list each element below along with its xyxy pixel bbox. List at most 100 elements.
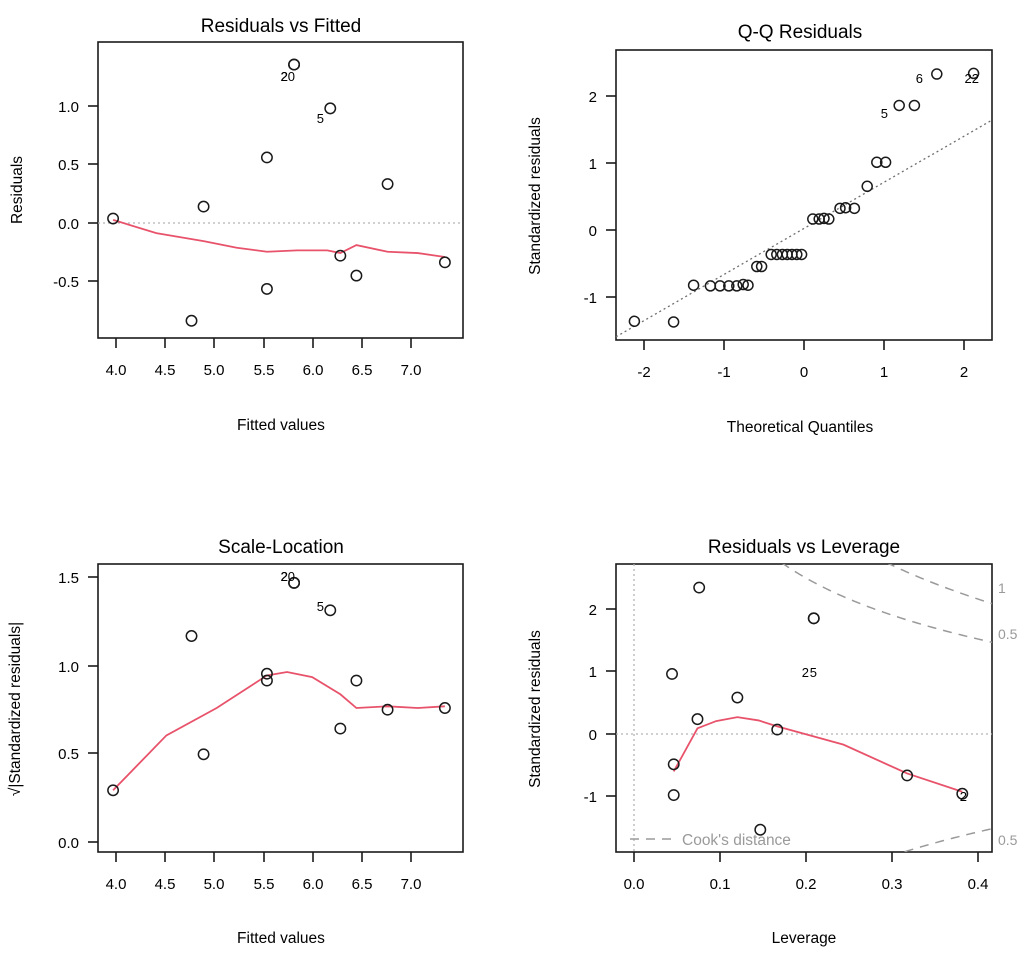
- point-label: 22: [965, 71, 979, 86]
- y-axis-tick-labels: 1.5 1.0 0.5 0.0: [58, 570, 79, 852]
- x-tick-label: 0: [800, 364, 808, 381]
- data-point: [334, 249, 347, 262]
- cook-contour-label: 0.5: [998, 626, 1018, 642]
- panel-title: Scale-Location: [218, 537, 344, 558]
- data-point: [908, 99, 921, 112]
- y-axis-ticks: [606, 608, 616, 797]
- data-point: [765, 248, 777, 261]
- data-point: [334, 722, 347, 735]
- x-tick-label: 4.0: [106, 876, 127, 893]
- outlier-labels: 2 20 5: [281, 69, 324, 126]
- data-point: [260, 151, 273, 164]
- data-point: [197, 748, 210, 761]
- data-point: [693, 581, 706, 594]
- x-tick-label: 0.0: [624, 876, 645, 893]
- y-tick-label: 0: [589, 727, 597, 744]
- x-axis-title: Leverage: [772, 930, 837, 947]
- data-point: [751, 260, 763, 273]
- x-axis-title: Fitted values: [237, 930, 325, 947]
- y-tick-label: 0: [589, 223, 597, 240]
- panel-qq-residuals: Q-Q Residuals -2 -1 0 1 2: [512, 0, 1024, 481]
- data-point: [381, 178, 394, 190]
- data-point: [839, 201, 852, 214]
- cook-contour-label: 0.5: [998, 832, 1018, 848]
- data-point: [742, 279, 754, 291]
- x-tick-label: 0.1: [710, 876, 731, 893]
- x-tick-label: 4.5: [155, 876, 176, 893]
- data-point: [667, 789, 680, 801]
- data-point: [438, 256, 451, 269]
- panel-residuals-vs-fitted: Residuals vs Fitted 4.0 4.5 5.0 5.5 6.0: [0, 0, 512, 481]
- x-tick-label: 7.0: [401, 876, 422, 893]
- panel-title: Q-Q Residuals: [738, 22, 863, 43]
- x-tick-label: 6.5: [352, 876, 373, 893]
- outlier-labels: 2 20 5: [281, 569, 324, 614]
- point-label: 2: [281, 569, 288, 584]
- data-point: [667, 316, 680, 328]
- x-axis-tick-labels: 4.0 4.5 5.0 5.5 6.0 6.5 7.0: [106, 876, 422, 893]
- plot-frame: [97, 563, 464, 853]
- data-point: [871, 156, 883, 169]
- x-tick-label: 1: [880, 364, 888, 381]
- y-tick-label: 1: [589, 156, 597, 173]
- y-tick-label: 1.0: [58, 99, 79, 116]
- scatter-points: [107, 576, 451, 797]
- data-point: [260, 667, 273, 680]
- scatter-points: [666, 581, 969, 836]
- data-point: [260, 674, 273, 687]
- data-point: [731, 280, 743, 292]
- x-axis-tick-labels: -2 -1 0 1 2: [637, 364, 968, 381]
- data-point: [795, 248, 808, 261]
- y-tick-label: 0.5: [58, 746, 79, 763]
- qq-reference-line: [615, 119, 993, 338]
- data-point: [350, 269, 363, 282]
- data-point: [197, 200, 210, 213]
- point-label: 6: [916, 71, 923, 86]
- data-point: [704, 280, 717, 292]
- cooks-distance-legend: Cook's distance: [630, 832, 791, 849]
- x-tick-label: -2: [637, 364, 650, 381]
- data-point: [107, 212, 120, 225]
- y-axis-tick-labels: 2 1 0 -1: [584, 602, 597, 806]
- data-point: [848, 202, 861, 215]
- data-point: [879, 156, 892, 169]
- y-axis-title: Standardized residuals: [527, 630, 544, 788]
- x-axis-tick-labels: 0.0 0.1 0.2 0.3 0.4: [624, 876, 989, 893]
- loess-smoother-line: [672, 716, 963, 793]
- data-point: [807, 213, 819, 225]
- cooks-contour-labels: 1 0.5 0.5: [998, 580, 1018, 848]
- x-tick-label: 4.0: [106, 362, 127, 379]
- data-point: [834, 202, 846, 215]
- y-axis-ticks: [88, 576, 98, 843]
- x-tick-label: 5.5: [254, 362, 275, 379]
- data-point: [893, 99, 905, 112]
- point-label: 5: [317, 599, 324, 614]
- data-point: [687, 279, 700, 291]
- point-label: 2: [960, 789, 967, 804]
- loess-smoother-line: [112, 671, 445, 791]
- data-point: [791, 248, 803, 261]
- panel-residuals-vs-leverage: Residuals vs Leverage 0.0 0.1: [512, 481, 1024, 962]
- x-tick-label: 4.5: [155, 362, 176, 379]
- point-label: 5: [810, 665, 817, 680]
- outlier-labels: 6 22 5: [881, 71, 979, 121]
- x-tick-label: 6.0: [303, 362, 324, 379]
- y-tick-label: 1: [589, 664, 597, 681]
- data-point: [737, 278, 749, 291]
- data-point: [438, 702, 451, 714]
- x-axis-ticks: [115, 852, 412, 862]
- y-tick-label: -1: [584, 290, 597, 307]
- data-point: [288, 58, 301, 71]
- data-point: [956, 787, 969, 800]
- y-tick-label: 0.0: [58, 835, 79, 852]
- y-axis-tick-labels: 2 1 0 -1: [584, 89, 597, 307]
- data-point: [107, 784, 120, 797]
- y-tick-label: 0.0: [58, 216, 79, 233]
- data-point: [818, 212, 830, 225]
- panel-title: Residuals vs Leverage: [708, 537, 900, 558]
- data-point: [324, 604, 337, 617]
- plot-frame: [97, 41, 464, 339]
- data-point: [731, 691, 744, 704]
- point-label: 5: [317, 111, 324, 126]
